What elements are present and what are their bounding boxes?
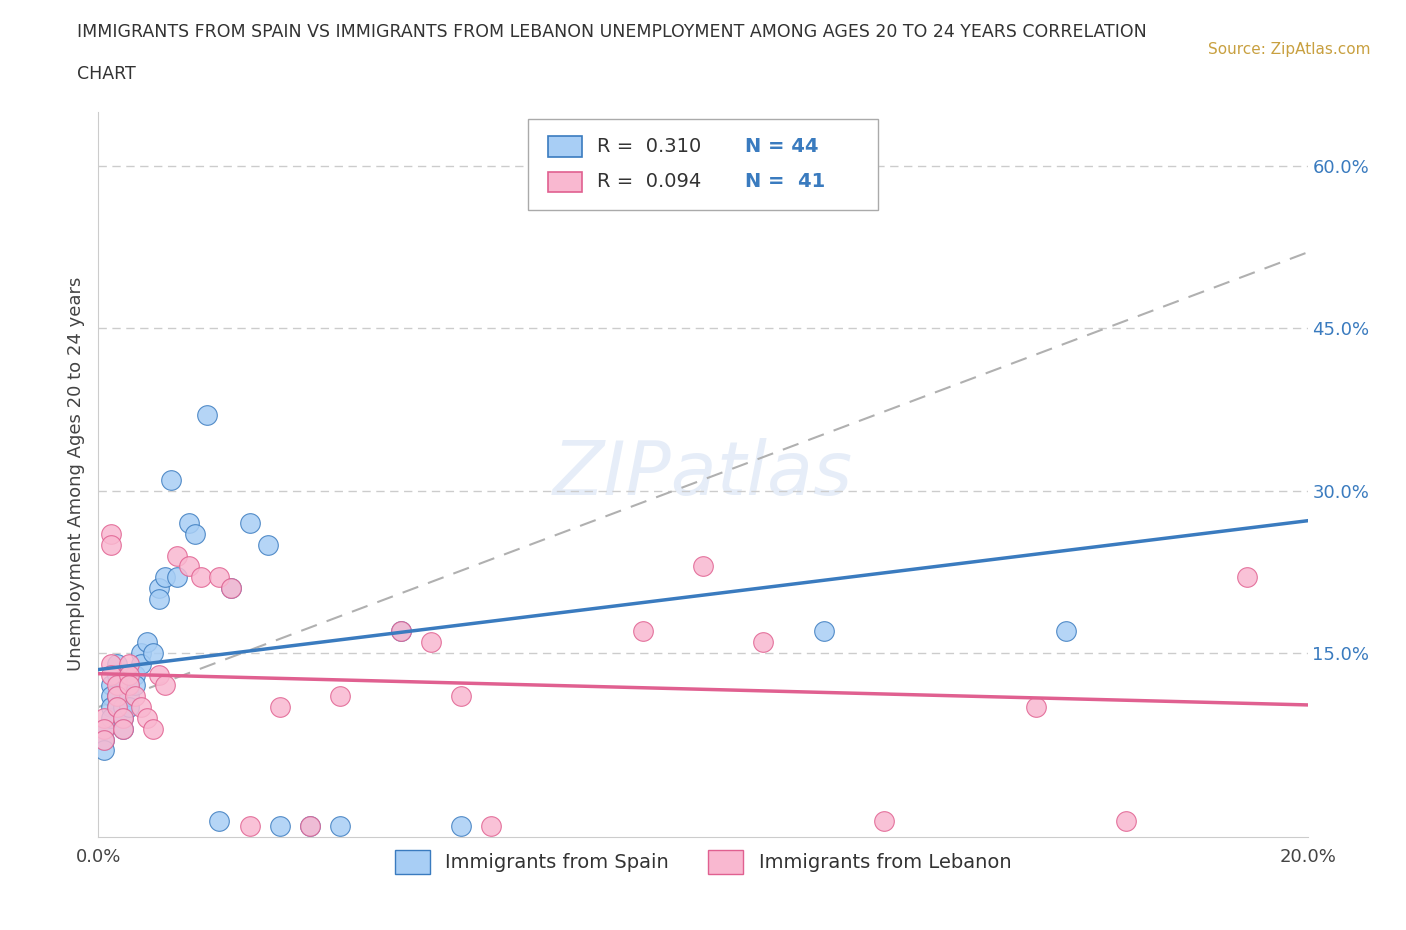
Point (142, 722, 165, 737)
Point (100, 538, 122, 552)
Point (813, 624, 835, 639)
Point (142, 645, 165, 660)
Point (105, 699, 128, 714)
Y-axis label: Unemployment Among Ages 20 to 24 years: Unemployment Among Ages 20 to 24 years (66, 277, 84, 671)
Point (571, 179, 593, 194)
Point (129, 645, 152, 660)
Point (93, 732, 115, 747)
Point (208, 814, 231, 829)
Text: IMMIGRANTS FROM SPAIN VS IMMIGRANTS FROM LEBANON UNEMPLOYMENT AMONG AGES 20 TO 2: IMMIGRANTS FROM SPAIN VS IMMIGRANTS FROM… (77, 23, 1147, 41)
Point (93, 743, 115, 758)
Point (1115, 814, 1137, 829)
Point (93, 711, 115, 725)
Point (1054, 624, 1077, 639)
Point (118, 657, 141, 671)
Point (118, 678, 141, 693)
FancyBboxPatch shape (548, 137, 582, 156)
Point (111, 722, 134, 737)
Point (752, 634, 775, 649)
Point (190, 570, 212, 585)
Point (299, 818, 322, 833)
Point (166, 570, 188, 585)
Point (105, 699, 128, 714)
Point (256, 538, 278, 552)
Point (111, 722, 134, 737)
Point (129, 657, 152, 671)
Point (239, 818, 262, 833)
Point (129, 699, 152, 714)
Point (329, 818, 352, 833)
Point (105, 689, 128, 704)
Point (420, 634, 443, 649)
Point (100, 657, 122, 671)
Point (208, 570, 231, 585)
Point (389, 624, 412, 639)
Point (329, 689, 352, 704)
Point (93, 722, 115, 737)
Text: CHART: CHART (77, 65, 136, 83)
FancyBboxPatch shape (548, 172, 582, 193)
Text: R =  0.310: R = 0.310 (596, 137, 700, 156)
Point (239, 515, 262, 530)
Text: ZIPatlas: ZIPatlas (553, 438, 853, 511)
Point (118, 667, 141, 682)
Point (148, 591, 170, 606)
Point (100, 689, 122, 704)
FancyBboxPatch shape (527, 119, 879, 209)
Point (100, 667, 122, 682)
Point (100, 699, 122, 714)
Point (153, 678, 176, 693)
Point (105, 657, 128, 671)
Point (221, 580, 243, 595)
Point (111, 711, 134, 725)
Point (153, 570, 176, 585)
Point (692, 559, 714, 574)
Point (100, 711, 122, 725)
Point (269, 818, 291, 833)
Point (166, 548, 188, 563)
Legend: Immigrants from Spain, Immigrants from Lebanon: Immigrants from Spain, Immigrants from L… (387, 843, 1019, 882)
Point (111, 699, 134, 714)
Point (873, 814, 896, 829)
Point (450, 689, 472, 704)
Point (299, 818, 322, 833)
Text: N =  41: N = 41 (745, 172, 825, 192)
Point (179, 559, 201, 574)
Point (1236, 570, 1258, 585)
Point (93, 732, 115, 747)
Point (269, 699, 291, 714)
Point (105, 667, 128, 682)
Point (100, 526, 122, 541)
Point (481, 818, 503, 833)
Point (111, 711, 134, 725)
Point (389, 624, 412, 639)
Point (195, 407, 218, 422)
Point (1024, 699, 1046, 714)
Point (631, 624, 654, 639)
Point (124, 678, 146, 693)
Point (148, 580, 170, 595)
Point (124, 689, 146, 704)
Point (105, 689, 128, 704)
Point (105, 678, 128, 693)
Text: R =  0.094: R = 0.094 (596, 172, 700, 192)
Point (118, 689, 141, 704)
Point (179, 515, 201, 530)
Text: Source: ZipAtlas.com: Source: ZipAtlas.com (1208, 42, 1371, 57)
Text: N = 44: N = 44 (745, 137, 818, 156)
Point (450, 818, 472, 833)
Point (118, 699, 141, 714)
Point (124, 667, 146, 682)
Point (221, 580, 243, 595)
Point (93, 722, 115, 737)
Point (135, 634, 157, 649)
Point (100, 678, 122, 693)
Point (135, 711, 157, 725)
Point (118, 667, 141, 682)
Point (148, 667, 170, 682)
Point (118, 678, 141, 693)
Point (160, 472, 183, 487)
Point (184, 526, 207, 541)
